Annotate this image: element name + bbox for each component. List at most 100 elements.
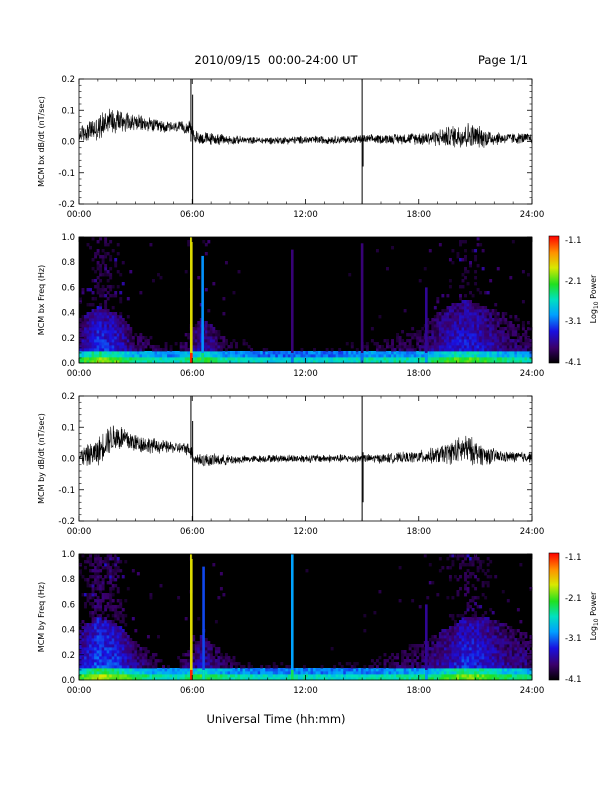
by-spectrogram-cell: [421, 644, 425, 648]
by-spectrogram-cell: [486, 677, 490, 681]
bx-spectrogram-cell: [197, 330, 201, 334]
bx-spectrogram-cell: [411, 345, 415, 349]
bx-spectrogram-cell: [484, 354, 488, 358]
bx-spectrogram-cell: [111, 249, 115, 253]
by-spectrogram-cell: [486, 650, 490, 654]
by-spectrogram-cell: [456, 662, 460, 666]
bx-spectrogram-cell: [496, 360, 500, 364]
by-spectrogram-cell: [207, 647, 211, 651]
by-spectrogram-cell: [451, 563, 455, 567]
by-spectrogram-cell: [204, 644, 208, 648]
bx-spectrogram-cell: [109, 267, 113, 271]
bx-spectrogram-cell: [237, 270, 241, 274]
bx-spectrogram-cell: [375, 354, 379, 358]
bx-spectrogram-cell: [212, 351, 216, 355]
by-spectrogram-cell: [456, 557, 460, 561]
by-spectrogram-cell: [109, 668, 113, 672]
by-spectrogram-cell: [501, 623, 505, 627]
bx-spectrogram-cell: [433, 348, 437, 352]
by-spectrogram-cell: [121, 677, 125, 681]
bx-spectrogram-cell: [89, 360, 92, 364]
by-spectrogram-cell: [114, 572, 118, 576]
bx-spectrogram-cell: [194, 339, 198, 343]
bx-spectrogram-cell: [333, 354, 337, 358]
by-spectrogram-cell: [471, 656, 475, 660]
by-spectrogram-cell: [461, 671, 465, 675]
by-spectrogram-cell: [124, 635, 128, 639]
bx-spectrogram-cell: [443, 351, 447, 355]
bx-spectrogram-cell: [139, 345, 143, 349]
by-spectrogram-cell: [81, 644, 85, 648]
by-spectrogram-cell: [119, 560, 123, 564]
bx-spectrogram-cell: [514, 345, 518, 349]
by-spectrogram-cell: [242, 665, 246, 669]
bx-spectrogram-cell: [459, 357, 462, 361]
bx-spectrogram-cell: [119, 345, 123, 349]
by-spectrogram-cell: [129, 656, 133, 660]
bx-spectrogram-cell: [187, 354, 191, 358]
bx-spectrogram-cell: [330, 360, 334, 364]
bx-spectrogram-cell: [411, 333, 415, 337]
by-spectrogram-cell: [486, 635, 490, 639]
bx-spectrogram-cell: [474, 348, 478, 352]
bx-spectrogram-cell: [104, 354, 108, 358]
by-spectrogram-cell: [222, 668, 226, 672]
by-spectrogram-cell: [172, 674, 176, 678]
by-spectrogram-cell: [456, 650, 460, 654]
bx-spectrogram-cell: [431, 324, 435, 328]
by-spectrogram-cell: [222, 662, 226, 666]
bx-spectrogram-cell: [187, 243, 191, 247]
bx-spectrogram-cell: [476, 306, 480, 310]
bx-spectrogram-cell: [459, 258, 462, 262]
by-spectrogram-cell: [139, 668, 143, 672]
bx-spectrogram-cell: [436, 318, 440, 322]
by-spectrogram-cell: [514, 668, 518, 672]
by-spectrogram-cell: [141, 674, 145, 678]
by-spectrogram-cell: [139, 647, 143, 651]
bx-spectrogram-cell: [232, 357, 236, 361]
by-spectrogram-cell: [509, 662, 513, 666]
by-spectrogram-cell: [469, 560, 472, 564]
by-spectrogram-cell: [511, 647, 515, 651]
by-spectrogram-cell: [109, 653, 113, 657]
by-spectrogram-band-base-2: [202, 669, 205, 680]
by-spectrogram-cell: [144, 671, 148, 675]
by-spectrogram-cell: [109, 575, 113, 579]
bx-spectrogram-cell: [154, 348, 158, 352]
bx-spectrogram-cell: [315, 357, 319, 361]
bx-spectrogram-cell: [443, 336, 447, 340]
bx-spectrogram-cell: [106, 291, 110, 295]
bx-spectrogram-cell: [182, 354, 186, 358]
bx-spectrogram-cell: [91, 360, 95, 364]
bx-spectrogram-cell: [499, 321, 503, 325]
bx-spectrogram-cell: [104, 270, 108, 274]
bx-spectrogram-cell: [167, 354, 170, 358]
by-spectrogram-cell: [443, 665, 447, 669]
bx-spectrogram-cell: [471, 312, 475, 316]
by-spectrogram-cell: [126, 650, 130, 654]
by-spectrogram-cell: [194, 659, 198, 663]
bx-spectrogram-cell: [514, 315, 518, 319]
bx-spectrogram-cell: [79, 345, 82, 349]
bx-spectrogram-cell: [441, 309, 445, 313]
bx-spectrogram-cell: [164, 345, 168, 349]
by-spectrogram-cell: [529, 644, 533, 648]
bx-spectrogram-cell: [441, 339, 445, 343]
by-spectrogram-cell: [184, 668, 188, 672]
by-spectrogram-cell: [474, 647, 478, 651]
by-spectrogram-cell: [197, 653, 201, 657]
bx-spectrogram-cell: [421, 327, 425, 331]
by-spectrogram-cell: [501, 668, 505, 672]
by-spectrogram-cell: [184, 677, 188, 681]
by-spectrogram-cell: [464, 620, 467, 624]
by-spectrogram-cell: [333, 671, 337, 675]
bx-spectrogram-cell: [252, 351, 256, 355]
by-spectrogram-cell: [187, 677, 191, 681]
by-spectrogram-cell: [506, 641, 510, 645]
bx-spectrogram-cell: [109, 357, 113, 361]
bx-spectrogram-cell: [197, 327, 201, 331]
by-dbdt-ytick-label: 0.2: [61, 392, 75, 402]
bx-spectrogram-cell: [446, 318, 450, 322]
colorbar-bx-tick-2: -2.1: [565, 277, 582, 287]
by-spectrogram-cell: [159, 668, 163, 672]
